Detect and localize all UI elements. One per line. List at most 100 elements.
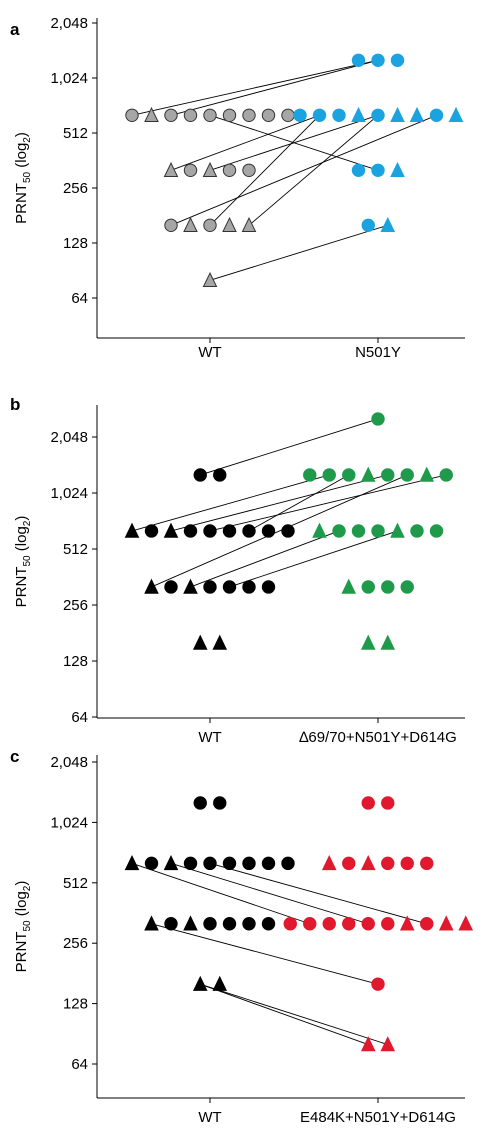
wt-circle-point [164, 917, 178, 931]
y-axis-title-part: 2 [22, 885, 33, 891]
y-tick-label: 128 [63, 235, 88, 252]
wt-circle-point [222, 108, 237, 122]
wt-triangle-point [183, 578, 198, 594]
x-tick-label: E484K+N501Y+D614G [300, 1109, 456, 1126]
variant-circle-point [381, 796, 395, 810]
link-line [131, 59, 379, 116]
y-axis-title-part: PRNT [13, 932, 30, 973]
link-line [131, 474, 330, 532]
wt-circle-point [203, 218, 217, 232]
y-axis-title: PRNT50 (log2) [13, 881, 33, 973]
variant-circle-point [332, 524, 346, 538]
y-axis-title-part: 50 [22, 171, 33, 183]
wt-circle-point [222, 917, 237, 931]
variant-circle-point [361, 218, 375, 232]
variant-circle-point [420, 917, 434, 931]
y-axis-title-part: 50 [22, 920, 33, 932]
wt-circle-point [193, 796, 207, 810]
wt-circle-point [203, 856, 217, 871]
variant-circle-point [371, 412, 385, 426]
wt-circle-point [261, 524, 276, 538]
variant-circle-point [322, 468, 336, 482]
variant-triangle-point [380, 634, 396, 650]
wt-triangle-point [144, 578, 159, 594]
y-axis-title-part: 50 [22, 555, 33, 567]
variant-circle-point [361, 917, 375, 931]
variant-circle-point [332, 108, 346, 122]
wt-circle-point [261, 856, 276, 871]
variant-triangle-point [351, 106, 366, 123]
variant-circle-point [371, 524, 385, 538]
variant-triangle-point [312, 522, 327, 538]
variant-circle-point [312, 108, 327, 122]
chart-panel-b: b 64 128 256 512 1,024 2,048 WT ∆69/70+N501Y+D61… [10, 395, 465, 746]
wt-triangle-point [144, 915, 159, 931]
wt-circle-point [164, 218, 178, 232]
wt-triangle-point [144, 106, 159, 123]
y-tick-label: 1,024 [50, 485, 88, 502]
wt-triangle-point [183, 216, 198, 233]
y-axis-title-part: (log [13, 143, 30, 172]
y-tick-label: 128 [63, 653, 88, 670]
wt-circle-point [213, 468, 227, 482]
wt-triangle-point [183, 915, 198, 931]
y-tick-label: 512 [63, 875, 88, 892]
link-line [209, 474, 447, 532]
link-line [170, 59, 379, 116]
variant-circle-point [342, 917, 356, 931]
variant-circle-point [342, 856, 356, 871]
y-axis-title-part: ) [13, 132, 30, 137]
variant-circle-point [439, 468, 453, 482]
wt-circle-point [183, 163, 198, 177]
variant-circle-point [420, 856, 434, 871]
variant-circle-point [381, 917, 395, 931]
y-axis-title-part: PRNT [13, 183, 30, 224]
y-tick-label: 2,048 [50, 429, 88, 446]
link-line [170, 474, 388, 532]
variant-triangle-point [380, 216, 396, 233]
variant-circle-point [429, 524, 444, 538]
y-tick-label: 2,048 [50, 15, 88, 32]
variant-triangle-point [458, 915, 474, 931]
wt-triangle-point [212, 975, 228, 991]
wt-triangle-point [241, 216, 257, 233]
wt-circle-point [242, 524, 256, 538]
variant-circle-point [303, 468, 317, 482]
link-line [209, 862, 427, 925]
wt-circle-point [183, 524, 198, 538]
y-axis-title-part: (log [13, 526, 30, 555]
y-axis-title-part: 2 [22, 137, 33, 143]
y-tick-label: 64 [71, 290, 88, 307]
y-tick-label: 256 [63, 180, 88, 197]
variant-circle-point [400, 856, 414, 871]
variant-triangle-point [321, 854, 337, 871]
x-tick-label: WT [198, 1109, 221, 1126]
link-line [229, 530, 398, 588]
y-axis-title: PRNT50 (log2) [13, 132, 33, 224]
wt-circle-point [222, 856, 237, 871]
link-line [151, 474, 408, 588]
wt-circle-point [222, 524, 237, 538]
wt-triangle-point [192, 634, 208, 650]
wt-circle-point [203, 917, 217, 931]
variant-circle-point [400, 468, 414, 482]
variant-triangle-point [399, 915, 415, 931]
wt-circle-point [183, 108, 198, 122]
variant-circle-point [429, 108, 444, 122]
variant-circle-point [351, 524, 366, 538]
wt-circle-point [203, 108, 217, 122]
x-tick-label: N501Y [355, 344, 401, 361]
wt-circle-point [193, 468, 207, 482]
wt-triangle-point [124, 854, 140, 871]
wt-circle-point [281, 856, 295, 871]
wt-circle-point [281, 108, 295, 122]
variant-triangle-point [341, 578, 357, 594]
variant-circle-point [361, 796, 375, 810]
variant-circle-point [351, 53, 366, 67]
variant-triangle-point [419, 466, 435, 482]
link-line [151, 923, 379, 985]
variant-triangle-point [360, 466, 376, 482]
wt-circle-point [203, 580, 217, 594]
y-tick-label: 256 [63, 935, 88, 952]
wt-circle-point [242, 580, 256, 594]
